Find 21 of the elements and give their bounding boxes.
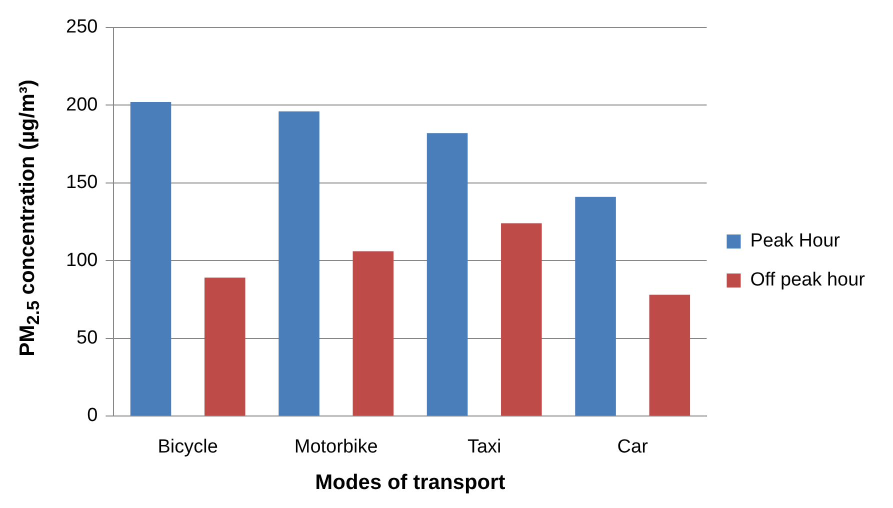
bar [426, 133, 468, 416]
bar [278, 111, 320, 416]
x-tick-label: Taxi [467, 436, 502, 458]
x-tick-label: Car [617, 436, 649, 458]
y-tick-label: 50 [76, 328, 98, 349]
bar [501, 223, 542, 416]
bar [649, 294, 690, 416]
x-axis-title: Modes of transport [315, 471, 506, 494]
x-tick-label: Motorbike [294, 436, 378, 458]
bar [352, 251, 394, 416]
legend-label: Off peak hour [750, 270, 866, 291]
y-tick-label: 250 [66, 16, 98, 38]
legend-label: Peak Hour [750, 230, 841, 252]
x-tick-label: Bicycle [158, 436, 218, 458]
bar [130, 102, 172, 416]
y-tick-label: 200 [66, 94, 98, 116]
y-tick-label: 100 [66, 250, 98, 271]
bar [204, 278, 246, 416]
y-tick-label: 150 [66, 172, 98, 194]
bar [575, 196, 616, 416]
y-tick-label: 0 [87, 405, 98, 426]
